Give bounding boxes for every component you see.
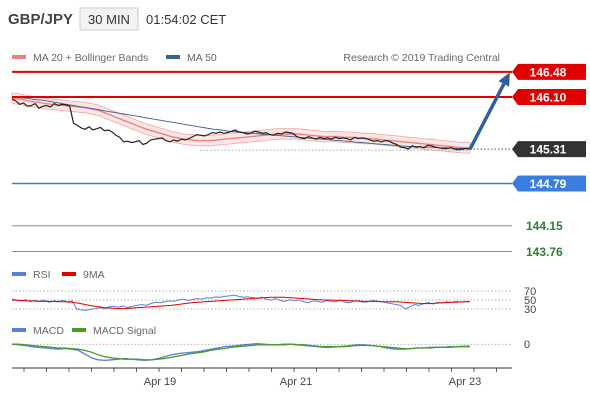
x-label-0: Apr 19 [144,376,176,388]
copyright: Research © 2019 Trading Central [343,52,500,64]
level-tag-0 [512,63,586,80]
rsi-ma-legend-label: 9MA [83,269,105,281]
macd-signal-legend-label: MACD Signal [93,325,156,337]
rsi-legend-label: RSI [33,269,51,281]
rsi-tick-2: 30 [524,304,536,316]
forecast-arrow [468,83,506,150]
rsi-tick-0: 70 [524,286,536,298]
level-label-0: 146.48 [530,65,567,79]
level-label-3: 144.79 [530,177,567,191]
macd-line [11,342,470,362]
macd-ticks: 0 [524,339,530,351]
level-label-5: 143.76 [526,245,563,259]
forecast-arrow-head [498,72,510,87]
level-lines [12,70,512,252]
header-time: 01:54:02 CET [146,12,226,27]
x-label-2: Apr 23 [449,376,481,388]
x-axis: Apr 19 Apr 21 Apr 23 [23,368,497,388]
level-tag-2 [512,141,586,158]
level-label-4: 144.15 [526,219,563,233]
macd-tick-0: 0 [524,339,530,351]
macd-panel: 0 [11,339,530,362]
timeframe-label: 30 MIN [88,12,130,27]
bollinger-band [11,92,471,154]
price-panel: 146.48 146.10 145.31 144.79 144.15 143.76 [11,63,586,259]
rsi-tick-1: 50 [524,295,536,307]
rsi-ma-line [11,296,470,310]
pair-title: GBP/JPY [8,11,73,28]
price-line [11,98,471,151]
rsi-guides [12,290,512,310]
level-tag-1 [512,89,586,105]
level-label-1: 146.10 [530,91,567,105]
bollinger-legend-label: MA 20 + Bollinger Bands [33,52,148,64]
ma50-legend-label: MA 50 [187,52,217,64]
x-label-1: Apr 21 [280,376,312,388]
level-labels: 146.48 146.10 145.31 144.79 144.15 143.76 [512,63,586,259]
macd-legend-label: MACD [33,325,64,337]
rsi-line [11,294,471,311]
level-label-2: 145.31 [530,143,567,157]
timeframe-box[interactable] [79,7,139,31]
macd-signal-line [12,343,470,361]
level-tag-3 [512,175,586,192]
